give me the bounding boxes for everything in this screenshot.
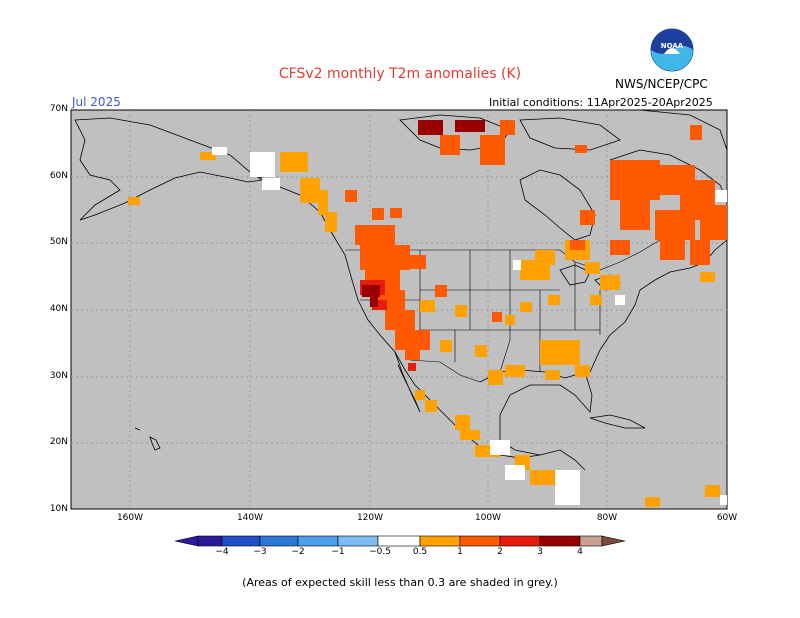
colorbar-label: −2 — [291, 547, 305, 557]
forecast-month: Jul 2025 — [72, 95, 121, 109]
colorbar — [174, 535, 626, 547]
colorbar-label: −1 — [331, 547, 345, 557]
lon-tick-160w: 160W — [116, 513, 144, 523]
lat-tick-30: 30N — [49, 371, 68, 381]
skill-footnote: (Areas of expected skill less than 0.3 a… — [242, 576, 558, 589]
colorbar-label: 4 — [577, 547, 583, 557]
colorbar-label: 3 — [537, 547, 543, 557]
lat-tick-10: 10N — [49, 504, 68, 514]
lat-tick-70: 70N — [49, 104, 68, 114]
lat-tick-50: 50N — [49, 237, 68, 247]
lat-tick-20: 20N — [49, 437, 68, 447]
colorbar-label: −3 — [253, 547, 267, 557]
noaa-logo-graphic: NOAA — [650, 28, 694, 72]
colorbar-label: 2 — [497, 547, 503, 557]
lat-tick-40: 40N — [49, 304, 68, 314]
lon-tick-60w: 60W — [716, 513, 738, 523]
colorbar-label: 1 — [457, 547, 463, 557]
lon-tick-80w: 80W — [596, 513, 618, 523]
map-title: CFSv2 monthly T2m anomalies (K) — [278, 66, 522, 82]
lat-tick-60: 60N — [49, 171, 68, 181]
lon-tick-140w: 140W — [236, 513, 264, 523]
colorbar-label: −4 — [215, 547, 229, 557]
initial-conditions: Initial conditions: 11Apr2025-20Apr2025 — [489, 96, 713, 109]
noaa-logo-text: NOAA — [661, 42, 684, 50]
lon-tick-100w: 100W — [474, 513, 502, 523]
anomaly-cells — [128, 120, 727, 507]
noaa-logo: NOAA — [650, 28, 694, 72]
lon-tick-120w: 120W — [356, 513, 384, 523]
colorbar-label: 0.5 — [412, 547, 428, 557]
organization-label: NWS/NCEP/CPC — [615, 77, 708, 91]
colorbar-arrow-left — [174, 535, 199, 547]
colorbar-label: −0.5 — [369, 547, 391, 557]
colorbar-arrow-right — [601, 535, 626, 547]
